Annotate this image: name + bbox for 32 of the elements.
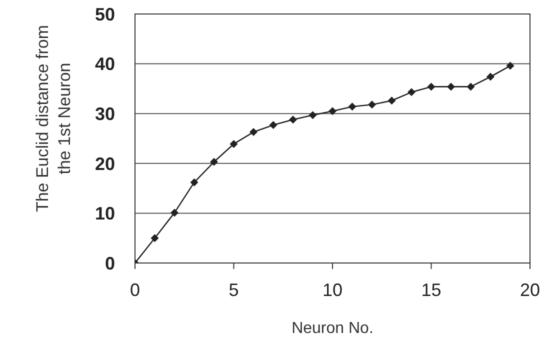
point [466,82,475,91]
point [328,107,336,116]
x-tick-label: 0 [130,280,140,300]
point [170,208,178,217]
point [368,100,376,109]
point [506,62,514,70]
point [408,88,416,96]
point [269,121,278,130]
point [308,111,317,120]
y-tick-label: 40 [94,54,115,74]
x-tick-label: 10 [322,280,343,300]
y-tick-label: 0 [104,253,115,274]
point [150,234,159,242]
point [447,82,455,91]
point [289,116,297,124]
x-tick-label: 5 [228,280,239,300]
y-axis-title: The Euclid distance from the 1st Neuron [33,24,74,212]
point [210,158,218,166]
y-tick-label: 20 [94,154,115,174]
point [348,102,356,111]
point [190,178,198,186]
point [250,128,258,136]
y-tick-label: 30 [94,104,115,124]
point [486,72,494,81]
x-tick-label: 15 [421,280,442,300]
y-tick-label: 50 [94,4,115,24]
x-axis-title: Neuron No. [292,320,374,337]
point [388,96,396,105]
x-tick-label: 20 [520,280,540,300]
point [427,82,436,91]
y-tick-label: 10 [94,204,115,224]
point [230,140,238,148]
